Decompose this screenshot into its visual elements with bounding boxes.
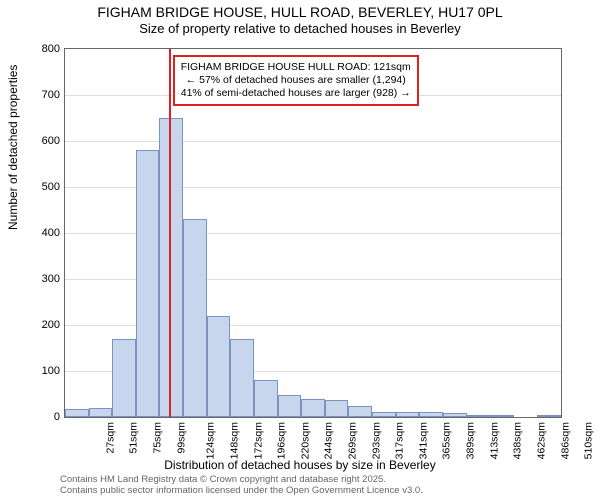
- titles: FIGHAM BRIDGE HOUSE, HULL ROAD, BEVERLEY…: [0, 0, 600, 36]
- x-tick-label: 413sqm: [488, 422, 500, 459]
- x-tick-label: 317sqm: [394, 422, 406, 459]
- callout-box: FIGHAM BRIDGE HOUSE HULL ROAD: 121sqm← 5…: [173, 55, 419, 106]
- x-tick-label: 269sqm: [346, 422, 358, 459]
- histogram-bar: [467, 415, 491, 417]
- callout-line: FIGHAM BRIDGE HOUSE HULL ROAD: 121sqm: [181, 61, 411, 74]
- title-line1: FIGHAM BRIDGE HOUSE, HULL ROAD, BEVERLEY…: [0, 4, 600, 20]
- x-tick-label: 172sqm: [252, 422, 264, 459]
- x-tick-label: 486sqm: [559, 422, 571, 459]
- x-tick-label: 510sqm: [583, 422, 595, 459]
- histogram-bar: [301, 399, 325, 417]
- x-tick-label: 293sqm: [370, 422, 382, 459]
- histogram-bar: [183, 219, 207, 417]
- y-tick-label: 200: [42, 319, 60, 331]
- x-axis-label: Distribution of detached houses by size …: [0, 458, 600, 472]
- histogram-bar: [537, 415, 561, 417]
- x-tick-label: 220sqm: [299, 422, 311, 459]
- attribution: Contains HM Land Registry data © Crown c…: [60, 474, 423, 497]
- histogram-bar: [372, 412, 396, 417]
- x-tick-label: 75sqm: [152, 422, 164, 454]
- histogram-bar: [490, 415, 514, 417]
- y-tick-label: 700: [42, 89, 60, 101]
- histogram-bar: [396, 412, 420, 417]
- histogram-bar: [230, 339, 254, 417]
- y-tick-label: 800: [42, 43, 60, 55]
- x-tick-label: 389sqm: [464, 422, 476, 459]
- histogram-bar: [325, 400, 349, 417]
- y-tick-label: 0: [54, 411, 60, 423]
- histogram-bar: [89, 408, 113, 417]
- x-tick-label: 341sqm: [417, 422, 429, 459]
- x-tick-label: 148sqm: [228, 422, 240, 459]
- callout-line: ← 57% of detached houses are smaller (1,…: [181, 74, 411, 87]
- x-tick-label: 27sqm: [104, 422, 116, 454]
- x-tick-label: 365sqm: [441, 422, 453, 459]
- y-axis-label: Number of detached properties: [6, 65, 20, 230]
- y-tick-label: 300: [42, 273, 60, 285]
- chart-container: FIGHAM BRIDGE HOUSE, HULL ROAD, BEVERLEY…: [0, 0, 600, 500]
- x-tick-label: 51sqm: [128, 422, 140, 454]
- x-tick-label: 438sqm: [512, 422, 524, 459]
- x-tick-label: 124sqm: [205, 422, 217, 459]
- y-tick-label: 500: [42, 181, 60, 193]
- histogram-bar: [65, 409, 89, 417]
- y-tick-label: 400: [42, 227, 60, 239]
- attribution-line2: Contains public sector information licen…: [60, 485, 423, 496]
- histogram-bar: [112, 339, 136, 417]
- x-tick-label: 196sqm: [276, 422, 288, 459]
- property-marker-line: [169, 49, 171, 417]
- histogram-bar: [136, 150, 160, 417]
- x-tick-label: 462sqm: [535, 422, 547, 459]
- title-line2: Size of property relative to detached ho…: [0, 21, 600, 36]
- attribution-line1: Contains HM Land Registry data © Crown c…: [60, 474, 423, 485]
- histogram-bar: [159, 118, 183, 417]
- histogram-bar: [419, 412, 443, 417]
- callout-line: 41% of semi-detached houses are larger (…: [181, 87, 411, 100]
- histogram-bar: [254, 380, 278, 417]
- y-tick-label: 100: [42, 365, 60, 377]
- histogram-bar: [278, 395, 302, 417]
- y-tick-label: 600: [42, 135, 60, 147]
- histogram-bar: [348, 406, 372, 417]
- plot-area: FIGHAM BRIDGE HOUSE HULL ROAD: 121sqm← 5…: [64, 48, 562, 418]
- histogram-bar: [207, 316, 231, 417]
- x-tick-label: 244sqm: [323, 422, 335, 459]
- x-tick-label: 99sqm: [175, 422, 187, 454]
- histogram-bar: [443, 413, 467, 417]
